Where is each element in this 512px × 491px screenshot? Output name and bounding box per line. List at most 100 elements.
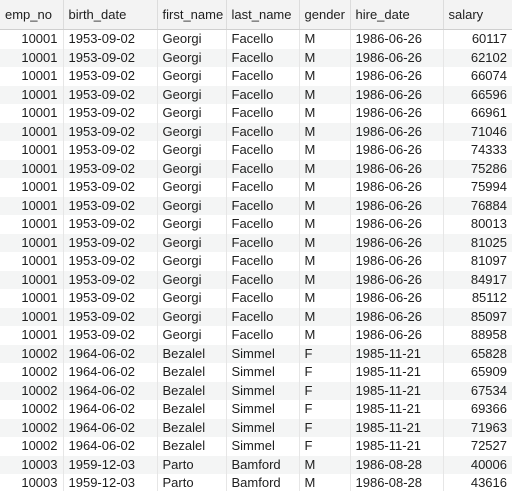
cell-last-name[interactable]: Facello	[226, 196, 300, 215]
cell-emp-no[interactable]: 10001	[0, 196, 64, 215]
cell-gender[interactable]: M	[299, 85, 351, 104]
cell-gender[interactable]: M	[299, 289, 351, 308]
cell-last-name[interactable]: Simmel	[226, 437, 300, 456]
cell-gender[interactable]: M	[299, 270, 351, 289]
table-row[interactable]: 10001 1953-09-02 Georgi Facello M 1986-06-26 6…	[0, 48, 512, 67]
table-row[interactable]: 10001 1953-09-02 Georgi Facello M 1986-06-26 6…	[0, 67, 512, 86]
table-row[interactable]: 10001 1953-09-02 Georgi Facello M 1986-06-26 7…	[0, 196, 512, 215]
cell-gender[interactable]: M	[299, 326, 351, 345]
cell-first-name[interactable]: Georgi	[157, 196, 227, 215]
cell-hire-date[interactable]: 1986-06-26	[350, 122, 444, 141]
cell-emp-no[interactable]: 10001	[0, 122, 64, 141]
cell-salary[interactable]: 85112	[443, 289, 512, 308]
cell-birth-date[interactable]: 1959-12-03	[63, 474, 158, 491]
table-row[interactable]: 10001 1953-09-02 Georgi Facello M 1986-06-26 7…	[0, 178, 512, 197]
cell-first-name[interactable]: Georgi	[157, 48, 227, 67]
cell-hire-date[interactable]: 1986-06-26	[350, 270, 444, 289]
table-row[interactable]: 10001 1953-09-02 Georgi Facello M 1986-06-26 7…	[0, 122, 512, 141]
cell-salary[interactable]: 62102	[443, 48, 512, 67]
cell-first-name[interactable]: Bezalel	[157, 363, 227, 382]
cell-gender[interactable]: M	[299, 29, 351, 49]
cell-salary[interactable]: 74333	[443, 141, 512, 160]
cell-hire-date[interactable]: 1986-06-26	[350, 289, 444, 308]
table-row[interactable]: 10002 1964-06-02 Bezalel Simmel F 1985-11-21 6…	[0, 363, 512, 382]
cell-first-name[interactable]: Georgi	[157, 252, 227, 271]
cell-emp-no[interactable]: 10002	[0, 400, 64, 419]
cell-hire-date[interactable]: 1986-06-26	[350, 159, 444, 178]
cell-last-name[interactable]: Facello	[226, 289, 300, 308]
cell-last-name[interactable]: Simmel	[226, 381, 300, 400]
cell-first-name[interactable]: Georgi	[157, 178, 227, 197]
cell-salary[interactable]: 88958	[443, 326, 512, 345]
cell-last-name[interactable]: Facello	[226, 29, 300, 49]
cell-birth-date[interactable]: 1953-09-02	[63, 307, 158, 326]
cell-first-name[interactable]: Georgi	[157, 233, 227, 252]
cell-hire-date[interactable]: 1986-06-26	[350, 104, 444, 123]
cell-salary[interactable]: 80013	[443, 215, 512, 234]
cell-salary[interactable]: 81025	[443, 233, 512, 252]
table-row[interactable]: 10001 1953-09-02 Georgi Facello M 1986-06-26 8…	[0, 252, 512, 271]
cell-emp-no[interactable]: 10001	[0, 104, 64, 123]
cell-gender[interactable]: F	[299, 400, 351, 419]
cell-hire-date[interactable]: 1985-11-21	[350, 381, 444, 400]
cell-last-name[interactable]: Facello	[226, 326, 300, 345]
cell-last-name[interactable]: Facello	[226, 122, 300, 141]
table-row[interactable]: 10001 1953-09-02 Georgi Facello M 1986-06-26 8…	[0, 307, 512, 326]
cell-birth-date[interactable]: 1959-12-03	[63, 455, 158, 474]
cell-hire-date[interactable]: 1986-06-26	[350, 67, 444, 86]
cell-salary[interactable]: 43616	[443, 474, 512, 491]
cell-first-name[interactable]: Georgi	[157, 159, 227, 178]
table-row[interactable]: 10002 1964-06-02 Bezalel Simmel F 1985-11-21 6…	[0, 400, 512, 419]
cell-gender[interactable]: M	[299, 159, 351, 178]
cell-first-name[interactable]: Georgi	[157, 307, 227, 326]
cell-birth-date[interactable]: 1964-06-02	[63, 400, 158, 419]
cell-first-name[interactable]: Bezalel	[157, 400, 227, 419]
cell-emp-no[interactable]: 10003	[0, 455, 64, 474]
cell-last-name[interactable]: Facello	[226, 104, 300, 123]
table-row[interactable]: 10001 1953-09-02 Georgi Facello M 1986-06-26 7…	[0, 141, 512, 160]
cell-emp-no[interactable]: 10002	[0, 381, 64, 400]
cell-emp-no[interactable]: 10001	[0, 67, 64, 86]
cell-hire-date[interactable]: 1985-11-21	[350, 437, 444, 456]
cell-last-name[interactable]: Facello	[226, 48, 300, 67]
column-header-gender[interactable]: gender	[299, 0, 351, 30]
table-row[interactable]: 10003 1959-12-03 Parto Bamford M 1986-08-28 43…	[0, 474, 512, 491]
cell-last-name[interactable]: Simmel	[226, 363, 300, 382]
cell-gender[interactable]: M	[299, 141, 351, 160]
cell-last-name[interactable]: Facello	[226, 307, 300, 326]
cell-salary[interactable]: 67534	[443, 381, 512, 400]
cell-gender[interactable]: M	[299, 196, 351, 215]
cell-salary[interactable]: 71046	[443, 122, 512, 141]
cell-last-name[interactable]: Facello	[226, 141, 300, 160]
cell-birth-date[interactable]: 1964-06-02	[63, 381, 158, 400]
cell-birth-date[interactable]: 1953-09-02	[63, 178, 158, 197]
table-row[interactable]: 10002 1964-06-02 Bezalel Simmel F 1985-11-21 7…	[0, 418, 512, 437]
cell-last-name[interactable]: Bamford	[226, 474, 300, 491]
cell-emp-no[interactable]: 10002	[0, 418, 64, 437]
cell-hire-date[interactable]: 1985-11-21	[350, 344, 444, 363]
cell-birth-date[interactable]: 1964-06-02	[63, 344, 158, 363]
cell-salary[interactable]: 76884	[443, 196, 512, 215]
column-header-first-name[interactable]: first_name	[157, 0, 227, 30]
cell-birth-date[interactable]: 1953-09-02	[63, 104, 158, 123]
cell-hire-date[interactable]: 1986-06-26	[350, 307, 444, 326]
cell-last-name[interactable]: Facello	[226, 178, 300, 197]
cell-last-name[interactable]: Simmel	[226, 418, 300, 437]
cell-emp-no[interactable]: 10001	[0, 29, 64, 49]
cell-hire-date[interactable]: 1985-11-21	[350, 400, 444, 419]
cell-hire-date[interactable]: 1986-06-26	[350, 141, 444, 160]
cell-birth-date[interactable]: 1953-09-02	[63, 67, 158, 86]
cell-last-name[interactable]: Facello	[226, 270, 300, 289]
cell-hire-date[interactable]: 1986-06-26	[350, 233, 444, 252]
cell-first-name[interactable]: Georgi	[157, 67, 227, 86]
cell-salary[interactable]: 40006	[443, 455, 512, 474]
cell-salary[interactable]: 72527	[443, 437, 512, 456]
cell-birth-date[interactable]: 1953-09-02	[63, 289, 158, 308]
cell-salary[interactable]: 75994	[443, 178, 512, 197]
table-row[interactable]: 10001 1953-09-02 Georgi Facello M 1986-06-26 8…	[0, 270, 512, 289]
cell-gender[interactable]: M	[299, 178, 351, 197]
cell-emp-no[interactable]: 10001	[0, 178, 64, 197]
cell-gender[interactable]: F	[299, 437, 351, 456]
cell-birth-date[interactable]: 1953-09-02	[63, 122, 158, 141]
